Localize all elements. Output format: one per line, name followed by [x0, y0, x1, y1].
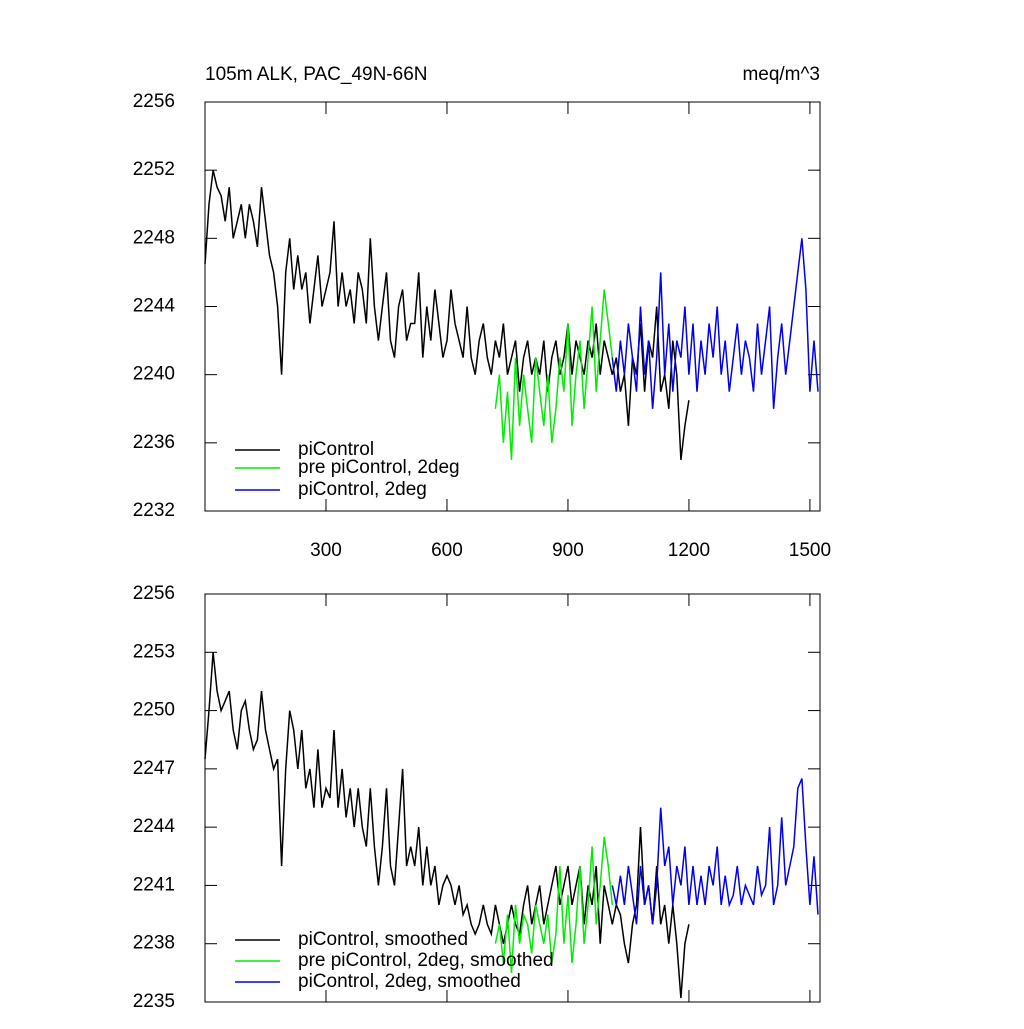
y-tick-label: 2241 — [133, 874, 175, 895]
legend-label: pre piControl, 2deg, smoothed — [298, 950, 554, 971]
y-tick-label: 2253 — [133, 641, 175, 662]
legend-label: piControl, 2deg, smoothed — [298, 971, 521, 992]
units-label: meq/m^3 — [742, 64, 820, 85]
x-tick-label: 600 — [431, 540, 463, 561]
y-tick-label: 2256 — [133, 583, 175, 604]
y-tick-label: 2244 — [133, 296, 176, 317]
y-tick-label: 2248 — [133, 227, 175, 248]
legend-label: piControl, 2deg — [298, 479, 427, 500]
series-line — [494, 289, 614, 460]
y-tick-label: 2252 — [133, 159, 175, 180]
y-tick-label: 2240 — [133, 364, 175, 385]
legend-label: piControl, smoothed — [298, 929, 468, 950]
x-tick-label: 1500 — [789, 540, 831, 561]
x-tick-label: 900 — [552, 540, 584, 561]
y-tick-label: 2247 — [133, 758, 175, 779]
series-line — [204, 170, 690, 460]
y-tick-label: 2238 — [133, 933, 175, 954]
series-line — [494, 836, 614, 973]
y-tick-label: 2244 — [133, 816, 176, 837]
series-line — [611, 238, 819, 409]
series-line — [204, 652, 690, 999]
y-tick-label: 2236 — [133, 432, 175, 453]
series-line — [611, 778, 819, 925]
legend-label: piControl — [298, 439, 374, 460]
y-tick-label: 2250 — [133, 700, 175, 721]
legend-label: pre piControl, 2deg — [298, 457, 460, 478]
y-tick-label: 2232 — [133, 500, 175, 521]
chart-title: 105m ALK, PAC_49N-66N — [205, 64, 428, 85]
plot-frame — [204, 593, 821, 1003]
y-tick-label: 2235 — [133, 991, 175, 1012]
x-tick-label: 1200 — [668, 540, 710, 561]
x-tick-label: 300 — [310, 540, 342, 561]
y-tick-label: 2256 — [133, 91, 175, 112]
